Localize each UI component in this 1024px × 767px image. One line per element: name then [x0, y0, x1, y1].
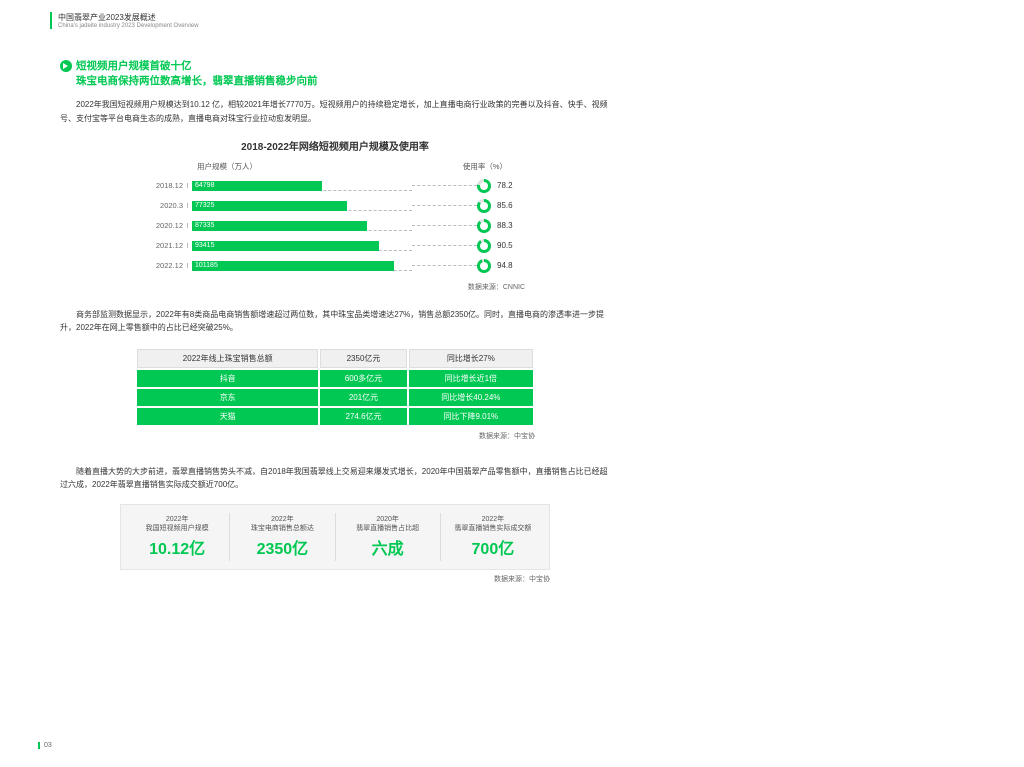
stat-item: 2022年翡翠直播销售实际成交额 700亿: [441, 513, 545, 561]
table-cell: 同比下降9.01%: [409, 408, 533, 425]
doc-header: 中国翡翠产业2023发展概述 China's jadeite industry …: [50, 12, 610, 29]
chart-row: 2020.3 77325 85.6: [145, 196, 525, 216]
stat-label: 2022年珠宝电商销售总额达: [234, 515, 330, 533]
chart-row: 2021.12 93415 90.5: [145, 236, 525, 256]
rate-ring-icon: [477, 219, 491, 233]
table-cell: 201亿元: [320, 389, 406, 406]
table-cell: 抖音: [137, 370, 318, 387]
chart-bar: 77325: [192, 201, 347, 211]
section-title-line1: 短视频用户规模首破十亿: [76, 60, 192, 72]
table-cell: 天猫: [137, 408, 318, 425]
table-cell: 同比增长近1倍: [409, 370, 533, 387]
stat-source: 数据来源：中宝协: [120, 574, 550, 584]
section-heading: 短视频用户规模首破十亿 珠宝电商保持两位数高增长，翡翠直播销售稳步向前: [60, 59, 610, 88]
chart-period: 2022.12: [145, 261, 187, 270]
table-header-cell: 2022年线上珠宝销售总额: [137, 349, 318, 368]
section-title: 短视频用户规模首破十亿 珠宝电商保持两位数高增长，翡翠直播销售稳步向前: [76, 59, 318, 88]
table-cell: 同比增长40.24%: [409, 389, 533, 406]
rate-ring-icon: [477, 239, 491, 253]
play-icon: [60, 60, 72, 72]
bar-chart: 2018-2022年网络短视频用户规模及使用率 用户规模（万人） 使用率（%） …: [145, 138, 525, 276]
doc-subtitle: China's jadeite industry 2023 Developmen…: [58, 23, 610, 29]
stat-label: 2022年我国短视频用户规模: [129, 515, 225, 533]
table-header-cell: 2350亿元: [320, 349, 406, 368]
chart-bar: 101185: [192, 261, 394, 271]
chart-row: 2022.12 101185 94.8: [145, 256, 525, 276]
page-number: 03: [38, 742, 52, 749]
chart-rate: 88.3: [497, 221, 525, 230]
chart-rate: 94.8: [497, 261, 525, 270]
table-cell: 京东: [137, 389, 318, 406]
chart-period: 2021.12: [145, 241, 187, 250]
chart-right-label: 使用率（%）: [463, 161, 507, 172]
chart-row: 2018.12 64798 78.2: [145, 176, 525, 196]
chart-rate: 85.6: [497, 201, 525, 210]
sales-table: 2022年线上珠宝销售总额2350亿元同比增长27% 抖音600多亿元同比增长近…: [135, 347, 535, 427]
chart-bar: 87335: [192, 221, 367, 231]
stat-item: 2020年翡翠直播销售占比超六成: [336, 513, 441, 561]
chart-bar: 64798: [192, 181, 322, 191]
table-source: 数据来源：中宝协: [135, 431, 535, 441]
chart-bar: 93415: [192, 241, 379, 251]
table-cell: 600多亿元: [320, 370, 406, 387]
rate-ring-icon: [477, 179, 491, 193]
chart-period: 2018.12: [145, 181, 187, 190]
stat-label: 2020年翡翠直播销售占比超: [340, 515, 436, 533]
table-header-cell: 同比增长27%: [409, 349, 533, 368]
chart-period: 2020.12: [145, 221, 187, 230]
stat-box: 2022年我国短视频用户规模10.12亿2022年珠宝电商销售总额达2350亿2…: [120, 504, 550, 570]
chart-left-label: 用户规模（万人）: [197, 161, 257, 172]
section-title-line2: 珠宝电商保持两位数高增长，翡翠直播销售稳步向前: [76, 75, 318, 87]
paragraph-2: 商务部监测数据显示，2022年有8类商品电商销售额增速超过两位数，其中珠宝品类增…: [60, 308, 610, 335]
chart-period: 2020.3: [145, 201, 187, 210]
chart-row: 2020.12 87335 88.3: [145, 216, 525, 236]
stat-value: 2350亿: [234, 535, 330, 559]
stat-item: 2022年我国短视频用户规模 10.12亿: [125, 513, 230, 561]
chart-rate: 90.5: [497, 241, 525, 250]
paragraph-3: 随着直播大势的大步前进，翡翠直播销售势头不减，自2018年我国翡翠线上交易迎来爆…: [60, 465, 610, 492]
chart-source: 数据来源：CNNIC: [145, 282, 525, 292]
chart-rate: 78.2: [497, 181, 525, 190]
stat-value: 10.12亿: [129, 535, 225, 559]
stat-item: 2022年珠宝电商销售总额达 2350亿: [230, 513, 335, 561]
rate-ring-icon: [477, 259, 491, 273]
paragraph-1: 2022年我国短视频用户规模达到10.12 亿，相较2021年增长7770万。短…: [60, 98, 610, 125]
stat-label: 2022年翡翠直播销售实际成交额: [445, 515, 541, 533]
stat-value: 六成: [340, 535, 436, 559]
chart-title: 2018-2022年网络短视频用户规模及使用率: [145, 138, 525, 153]
doc-title: 中国翡翠产业2023发展概述: [58, 12, 610, 23]
table-cell: 274.6亿元: [320, 408, 406, 425]
stat-value: 700亿: [445, 535, 541, 559]
rate-ring-icon: [477, 199, 491, 213]
